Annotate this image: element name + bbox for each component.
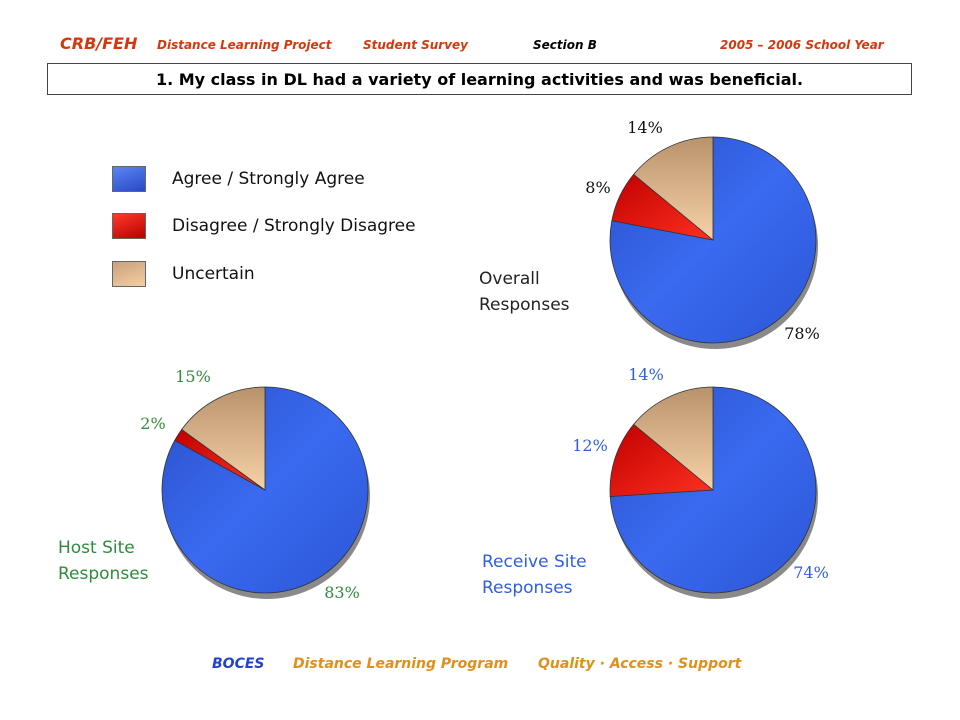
footer-motto: Quality · Access · Support	[538, 656, 742, 672]
pie-receive: 74% 12% 14%	[572, 365, 829, 599]
host-title-line-2: Responses	[58, 564, 149, 584]
school-year: 2005 – 2006 School Year	[720, 38, 884, 52]
footer-program: Distance Learning Program	[293, 656, 509, 672]
legend-label-agree: Agree / Strongly Agree	[172, 169, 365, 189]
legend-swatch-disagree	[112, 213, 146, 239]
pie-slice-receive-disagree	[609, 423, 715, 497]
receive-title-line-1: Receive Site	[482, 552, 587, 572]
question-box: 1. My class in DL had a variety of learn…	[47, 63, 912, 95]
host-chart-title: Host Site Responses	[58, 535, 149, 587]
host-title-line-1: Host Site	[58, 538, 135, 558]
receive-chart-title: Receive Site Responses	[482, 549, 587, 601]
pie-label-receive-uncertain: 14%	[628, 365, 664, 384]
overall-title-line-1: Overall	[479, 269, 540, 289]
legend-item-agree: Agree / Strongly Agree	[112, 166, 365, 192]
overall-chart-title: Overall Responses	[479, 266, 570, 318]
question-text: 1. My class in DL had a variety of learn…	[155, 69, 804, 89]
pie-overall: 78% 8% 14%	[585, 118, 820, 349]
brand-title: CRB/FEH	[60, 34, 138, 53]
pie-label-host-agree: 83%	[324, 583, 360, 602]
pie-label-host-uncertain: 15%	[175, 367, 211, 386]
pie-slice-receive-uncertain	[633, 386, 714, 491]
legend-item-disagree: Disagree / Strongly Disagree	[112, 213, 416, 239]
header-bar: CRB/FEH Distance Learning Project Studen…	[60, 34, 910, 58]
legend-label-disagree: Disagree / Strongly Disagree	[172, 216, 416, 236]
pie-label-host-disagree: 2%	[140, 414, 165, 433]
overall-title-line-2: Responses	[479, 295, 570, 315]
legend-swatch-agree	[112, 166, 146, 192]
pie-label-overall-agree: 78%	[784, 324, 820, 343]
project-name: Distance Learning Project	[157, 38, 332, 52]
pie-label-overall-disagree: 8%	[585, 178, 610, 197]
receive-title-line-2: Responses	[482, 578, 573, 598]
section-name: Section B	[533, 38, 597, 52]
pie-slice-host-uncertain	[181, 386, 266, 491]
survey-name: Student Survey	[363, 38, 468, 52]
legend-label-uncertain: Uncertain	[172, 264, 255, 284]
pie-label-receive-disagree: 12%	[572, 436, 608, 455]
pie-label-overall-uncertain: 14%	[627, 118, 663, 137]
pie-label-receive-agree: 74%	[793, 563, 829, 582]
legend-swatch-uncertain	[112, 261, 146, 287]
pie-slice-overall-uncertain	[633, 136, 714, 241]
footer-org: BOCES	[212, 656, 265, 672]
pie-host: 83% 2% 15%	[140, 367, 370, 602]
pie-slice-host-agree	[161, 386, 369, 594]
legend-item-uncertain: Uncertain	[112, 261, 255, 287]
